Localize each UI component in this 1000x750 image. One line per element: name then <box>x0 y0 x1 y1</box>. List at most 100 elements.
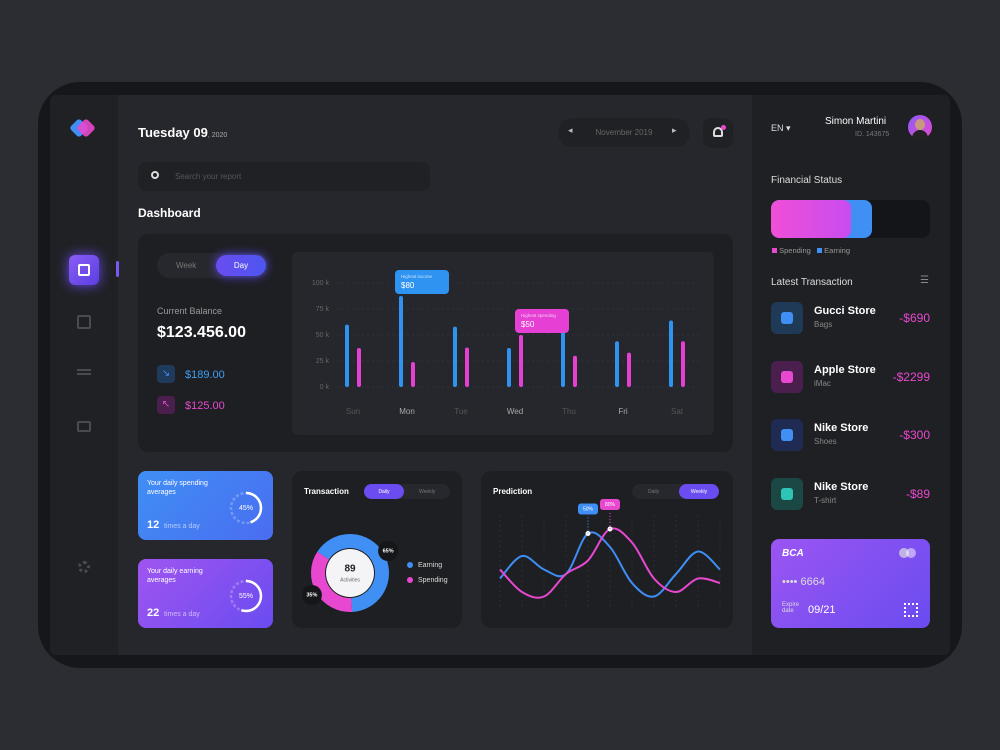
store-name: Nike Store <box>814 480 869 493</box>
balance-value: $123.456.00 <box>157 324 246 341</box>
store-name: Gucci Store <box>814 305 876 317</box>
icon-glyph <box>781 312 793 324</box>
month-picker[interactable]: ◂ November 2019 ▸ <box>558 118 690 147</box>
date-day: Tuesday 09 <box>138 125 208 140</box>
transaction-item[interactable]: Nike Store T-shirt -$89 <box>771 477 930 512</box>
store-name: Nike Store <box>814 422 869 434</box>
spending-ring: Your daily spending averages 12 times a da… <box>147 480 263 531</box>
prediction-toggle: Daily Weekly <box>632 484 719 499</box>
bar <box>573 355 577 387</box>
bar <box>681 341 685 387</box>
x-tick-label: Mon <box>399 407 415 416</box>
transaction-amount: -$2299 <box>892 369 930 384</box>
tooltip <box>395 270 449 294</box>
card-unit: times a day <box>164 523 200 530</box>
legend-dot <box>407 562 413 568</box>
transaction-item[interactable]: Gucci Store Bags -$690 <box>771 302 930 336</box>
card-count: 22 <box>147 607 159 619</box>
user-id: ID. 143675 <box>855 131 890 138</box>
card-title: Your daily earning averages <box>147 568 203 584</box>
bar <box>669 320 673 387</box>
language-select[interactable]: EN ▾ <box>771 123 791 133</box>
x-tick-label: Tue <box>454 407 468 416</box>
value-label: 65% <box>383 548 394 554</box>
x-tick-label: Sat <box>671 407 684 416</box>
prev-month[interactable]: ◂ <box>568 125 573 135</box>
y-tick-label: 50 k <box>316 332 330 339</box>
expense-icon: ↖ <box>157 396 175 414</box>
month-label: November 2019 <box>595 128 653 137</box>
bar <box>519 335 523 387</box>
prediction-panel: Daily Weekly Prediction 50% 80% <box>481 471 733 628</box>
nav-dashboard[interactable] <box>69 255 99 285</box>
toggle-daily[interactable]: Daily <box>648 489 660 495</box>
center-label: Activities <box>340 577 360 583</box>
filter-button[interactable]: ☰ <box>920 275 929 286</box>
nav-transfer[interactable] <box>77 369 91 375</box>
store-icon <box>771 419 803 451</box>
x-tick-label: Thu <box>562 407 576 416</box>
transaction-amount: -$690 <box>899 311 930 325</box>
legend-label: Spending <box>418 577 448 584</box>
date: Tuesday 09, 2020 <box>138 125 227 140</box>
tooltip <box>515 309 569 333</box>
nav-reports[interactable] <box>77 315 91 329</box>
donut-segment <box>311 551 353 612</box>
bar-chart-panel: 0 k 25 k 50 k 75 k 100 k Sun Mon Tue Wed Thu Fri Sa… <box>292 252 714 435</box>
language: EN <box>771 123 784 133</box>
expire-date: 09/21 <box>808 604 836 616</box>
toggle-daily[interactable]: Daily <box>364 484 404 499</box>
tooltip-value: $50 <box>521 320 535 329</box>
logo <box>70 119 95 137</box>
tooltip <box>578 503 598 515</box>
search-placeholder: Search your report <box>175 172 242 181</box>
series-line <box>499 527 721 599</box>
tooltip <box>600 499 620 510</box>
transaction-item[interactable]: Apple Store iMac -$2299 <box>771 360 930 395</box>
spending-card: Your daily spending averages 12 times a da… <box>138 471 273 540</box>
expire-label: Expire date <box>782 602 800 614</box>
tooltip-value: $80 <box>401 281 415 290</box>
earning-ring: Your daily earning averages 22 times a day… <box>147 568 263 619</box>
card-title: Your daily spending averages <box>147 480 208 496</box>
value-label-bg <box>378 541 399 561</box>
toggle-day[interactable]: Day <box>216 255 266 276</box>
avatar[interactable] <box>908 115 932 139</box>
transaction-item[interactable]: Nike Store Shoes -$300 <box>771 419 930 453</box>
bar <box>561 320 565 387</box>
income-value: $189.00 <box>185 369 225 381</box>
bar-chart: 0 k 25 k 50 k 75 k 100 k Sun Mon Tue Wed Thu Fri Sa… <box>312 270 702 416</box>
nav-wallet[interactable] <box>77 421 91 432</box>
notification-button[interactable] <box>703 118 733 148</box>
center-value: 89 <box>344 564 356 575</box>
toggle-weekly[interactable]: Weekly <box>419 489 436 495</box>
transaction-panel: Daily Weekly Transaction 65% Earning 35% Spe… <box>292 471 462 628</box>
status-legend: Spending Earning <box>772 246 850 255</box>
earning-card: Your daily earning averages 22 times a day… <box>138 559 273 628</box>
toggle-weekly[interactable]: Weekly <box>679 484 719 499</box>
balance-label: Current Balance <box>157 306 223 316</box>
toggle-week[interactable]: Week <box>176 261 197 270</box>
qr-code <box>904 603 918 617</box>
bar <box>453 326 457 387</box>
transaction-amount: -$89 <box>905 486 930 501</box>
bank-card[interactable]: BCA •••• 6664 Expire date 09/21 <box>771 539 930 628</box>
search-bar[interactable]: Search your report <box>138 162 430 191</box>
income-icon: ↘ <box>157 365 175 383</box>
y-tick-label: 0 k <box>320 384 330 391</box>
bank-name: BCA <box>782 548 804 559</box>
nav-settings[interactable] <box>78 561 90 573</box>
bar <box>345 324 349 387</box>
screen: Tuesday 09, 2020 ◂ November 2019 ▸ Searc… <box>50 95 950 655</box>
legend-dot <box>407 577 413 583</box>
next-month[interactable]: ▸ <box>672 125 677 135</box>
bar <box>507 348 511 387</box>
card-text: Your daily earning averages <box>147 568 203 584</box>
card-text: Your daily spending averages <box>147 480 208 496</box>
user-name: Simon Martini <box>825 116 887 127</box>
bar <box>357 348 361 387</box>
tooltip-title: Highest income <box>401 274 433 279</box>
expense-value: $125.00 <box>185 400 225 412</box>
bar <box>615 341 619 387</box>
card-number: •••• 6664 <box>782 576 825 588</box>
